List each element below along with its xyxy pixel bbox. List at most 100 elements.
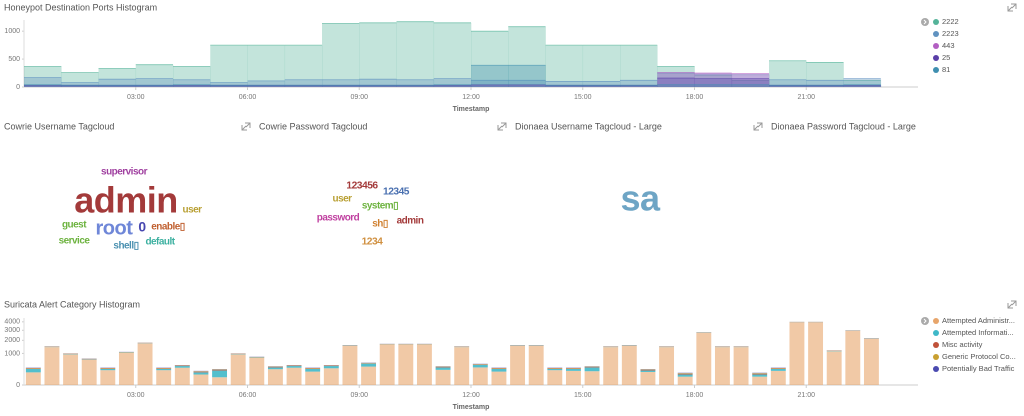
area-bin	[545, 45, 584, 87]
tag-word[interactable]: 123456	[346, 181, 378, 192]
tag-word[interactable]: sh▯	[372, 219, 388, 230]
x-tick-label: 03:00	[127, 94, 145, 101]
area-bin	[508, 85, 546, 87]
bar-segment	[510, 345, 526, 385]
tag-word[interactable]: service	[59, 236, 91, 247]
panel-title: Dionaea Password Tagcloud - Large	[771, 121, 916, 131]
y-tick-label: 3000	[4, 327, 20, 334]
y-tick-label: 4000	[4, 319, 20, 326]
legend-label[interactable]: 81	[942, 65, 950, 74]
tag-word[interactable]: shell▯	[113, 241, 139, 252]
tag-word[interactable]: root	[96, 217, 134, 239]
tag-word[interactable]: password	[317, 213, 360, 224]
legend-label[interactable]: 443	[942, 41, 955, 50]
area-bin	[247, 85, 286, 87]
area-bin	[471, 85, 509, 87]
area-bin	[322, 85, 360, 87]
tag-word[interactable]: 1234	[362, 237, 384, 248]
area-bin	[284, 85, 323, 87]
bar-segment	[305, 371, 321, 385]
area-bin	[731, 80, 770, 87]
legend-toggle[interactable]	[921, 317, 929, 325]
area-bin	[731, 73, 770, 87]
bar-segment	[81, 359, 97, 385]
legend-label[interactable]: Attempted Administr...	[942, 316, 1015, 325]
legend-label[interactable]: 2223	[942, 29, 959, 38]
tag-word[interactable]: default	[145, 237, 176, 248]
bar-segment	[286, 366, 302, 368]
expand-icon[interactable]	[753, 122, 763, 131]
tag-word[interactable]: supervisor	[101, 167, 148, 178]
area-bin	[843, 85, 882, 87]
area-bin	[508, 84, 546, 87]
bar-segment	[677, 373, 693, 375]
bar-segment	[565, 368, 581, 371]
bar-segment	[100, 368, 116, 371]
area-bin	[210, 85, 248, 87]
area-bin	[545, 85, 584, 87]
area-bin	[173, 85, 211, 87]
expand-icon[interactable]	[497, 122, 507, 131]
area-bin	[135, 85, 174, 87]
bar-segment	[714, 347, 730, 385]
bar-segment	[752, 373, 768, 374]
x-tick-label: 12:00	[462, 94, 480, 101]
area-bin	[210, 85, 248, 87]
tag-word[interactable]: 12345	[383, 187, 410, 198]
tag-word[interactable]: admin	[74, 180, 178, 221]
bar-segment	[696, 332, 712, 385]
tag-word[interactable]: sa	[620, 178, 661, 219]
x-tick-label: 15:00	[574, 94, 592, 101]
expand-icon[interactable]	[241, 122, 251, 131]
tag-word[interactable]: user	[332, 194, 352, 205]
area-bin	[694, 78, 733, 87]
tag-word[interactable]: admin	[397, 216, 425, 227]
area-series	[24, 72, 882, 87]
x-tick-label: 15:00	[574, 392, 592, 399]
legend-swatch	[933, 354, 939, 360]
bar-segment	[752, 373, 768, 375]
area-bin	[433, 85, 472, 87]
expand-icon[interactable]	[1007, 300, 1017, 309]
area-series	[24, 72, 882, 87]
bar-segment	[63, 354, 79, 385]
expand-icon[interactable]	[1007, 3, 1017, 12]
area-bin	[135, 78, 174, 87]
area-bin	[210, 82, 248, 87]
bar-segment	[677, 374, 693, 377]
bar-segment	[305, 368, 321, 372]
area-bin	[284, 85, 323, 87]
legend-label[interactable]: Generic Protocol Co...	[942, 352, 1016, 361]
panel-title: Cowrie Username Tagcloud	[4, 121, 114, 131]
bar-segment	[323, 366, 339, 369]
area-bin	[769, 85, 807, 87]
area-bin	[471, 65, 509, 87]
legend-label[interactable]: Potentially Bad Traffic	[942, 364, 1015, 373]
bar-segment	[156, 368, 172, 371]
bar-segment	[789, 322, 805, 385]
bar-segment	[547, 368, 563, 371]
tag-word[interactable]: enable▯	[151, 222, 185, 233]
bar-segment	[342, 345, 358, 385]
x-tick-label: 09:00	[350, 392, 368, 399]
area-bin	[359, 85, 397, 87]
legend-label[interactable]: 2222	[942, 17, 959, 26]
y-tick-label: 500	[8, 56, 20, 63]
bar-segment	[640, 370, 656, 371]
legend-label[interactable]: Misc activity	[942, 340, 983, 349]
bar-segment	[528, 345, 544, 385]
tag-word[interactable]: system▯	[362, 201, 399, 212]
tag-word[interactable]: 0	[138, 219, 147, 235]
area-bin	[359, 22, 397, 88]
bar-segment	[659, 347, 675, 385]
tag-word[interactable]: guest	[62, 220, 88, 231]
tag-word[interactable]: user	[182, 205, 202, 216]
bar-segment	[584, 371, 600, 385]
legend-label[interactable]: 25	[942, 53, 950, 62]
area-bin	[620, 80, 658, 87]
legend-toggle[interactable]	[921, 18, 929, 26]
area-bin	[284, 85, 323, 87]
legend-label[interactable]: Attempted Informati...	[942, 328, 1014, 337]
x-axis-label: Timestamp	[453, 404, 490, 411]
